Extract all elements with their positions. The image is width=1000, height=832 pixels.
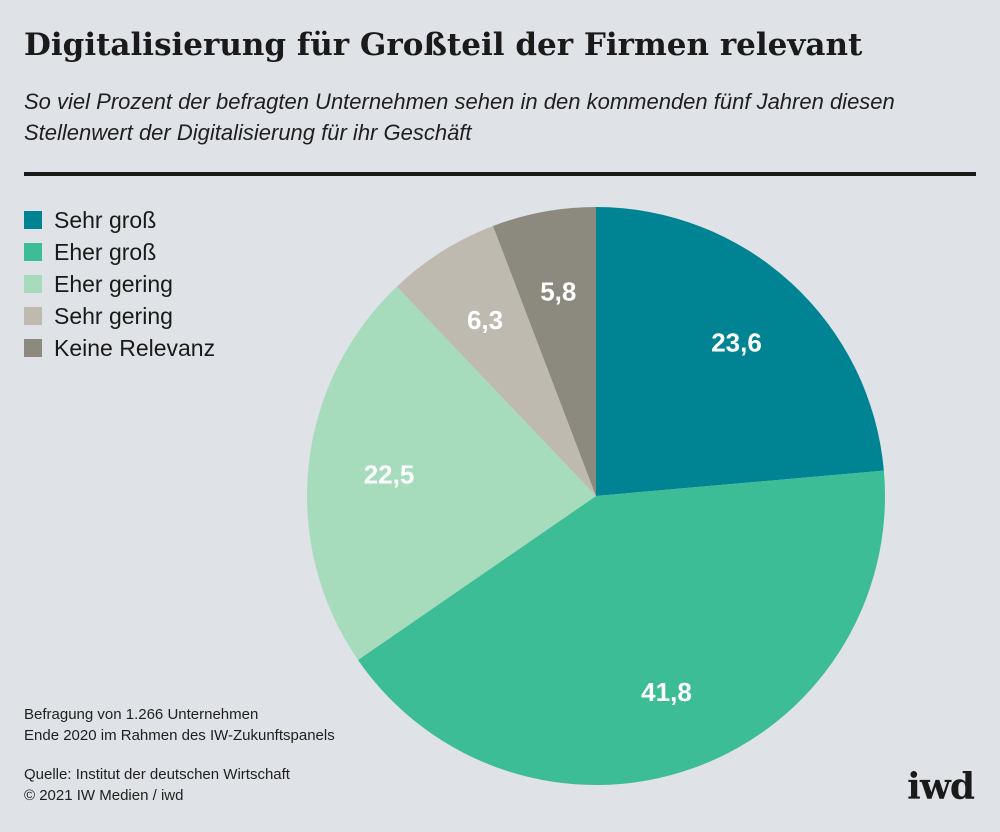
iwd-logo: iwd	[907, 766, 975, 808]
legend-swatch-sehr-gering	[24, 307, 42, 325]
header-divider	[24, 172, 976, 176]
pie-slice-eher-gering	[306, 286, 596, 660]
source-line: Quelle: Institut der deutschen Wirtschaf…	[24, 766, 290, 783]
pie-slice-sehr-gering	[396, 225, 596, 496]
survey-note: Befragung von 1.266 Unternehmen Ende 202…	[24, 704, 335, 746]
pie-label-keine-relevanz: 5,8	[540, 276, 576, 306]
legend-label-keine-relevanz: Keine Relevanz	[54, 334, 216, 361]
legend-swatch-sehr-gross	[24, 211, 42, 229]
survey-note-line-1: Befragung von 1.266 Unternehmen	[24, 706, 259, 723]
legend-item-sehr-gross: Sehr groß	[24, 204, 215, 236]
copyright-line: © 2021 IW Medien / iwd	[24, 787, 184, 804]
legend: Sehr groß Eher groß Eher gering Sehr ger…	[24, 204, 215, 364]
legend-label-eher-gering: Eher gering	[54, 270, 173, 297]
legend-swatch-eher-gross	[24, 243, 42, 261]
legend-swatch-eher-gering	[24, 275, 42, 293]
chart-subtitle: So viel Prozent der befragten Unternehme…	[24, 89, 895, 145]
legend-swatch-keine-relevanz	[24, 339, 42, 357]
legend-label-sehr-gross: Sehr groß	[54, 206, 157, 233]
legend-item-eher-gering: Eher gering	[24, 268, 215, 300]
legend-item-keine-relevanz: Keine Relevanz	[24, 332, 215, 364]
pie-slice-sehr-gross	[596, 207, 884, 496]
pie-label-eher-gering: 22,5	[364, 459, 415, 489]
pie-slice-eher-gross	[357, 470, 886, 786]
pie-label-sehr-gering: 6,3	[467, 305, 503, 335]
survey-note-line-2: Ende 2020 im Rahmen des IW-Zukunftspanel…	[24, 727, 335, 744]
source-note: Quelle: Institut der deutschen Wirtschaf…	[24, 764, 290, 806]
chart-title: Digitalisierung für Großteil der Firmen …	[24, 27, 863, 63]
legend-label-sehr-gering: Sehr gering	[54, 302, 173, 329]
pie-slice-keine-relevanz	[492, 207, 596, 496]
legend-item-sehr-gering: Sehr gering	[24, 300, 215, 332]
legend-item-eher-gross: Eher groß	[24, 236, 215, 268]
legend-label-eher-gross: Eher groß	[54, 238, 157, 265]
pie-label-eher-gross: 41,8	[641, 677, 692, 707]
pie-label-sehr-gross: 23,6	[711, 328, 762, 358]
